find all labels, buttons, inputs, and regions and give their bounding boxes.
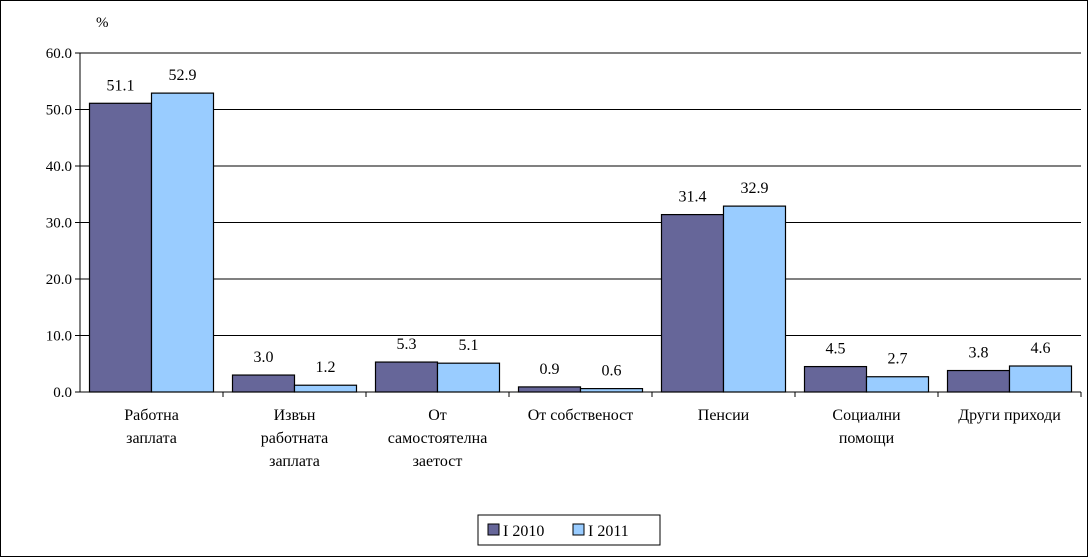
x-category-label: Извън работната заплата xyxy=(261,407,329,470)
data-label: 0.6 xyxy=(602,363,622,380)
bar xyxy=(88,102,153,393)
bar xyxy=(722,205,787,393)
y-tick-label: 50.0 xyxy=(46,103,72,119)
bar xyxy=(436,362,501,393)
data-label: 31.4 xyxy=(679,189,707,206)
legend-box xyxy=(477,514,661,546)
data-label: 51.1 xyxy=(107,77,135,94)
bar xyxy=(803,365,868,393)
bar xyxy=(150,92,215,393)
y-tick-label: 20.0 xyxy=(46,272,72,288)
y-tick-label: 60.0 xyxy=(46,46,72,62)
bar xyxy=(293,384,358,393)
data-label: 5.3 xyxy=(397,336,417,353)
legend-swatch xyxy=(572,523,585,536)
data-label: 1.2 xyxy=(316,359,336,376)
bar xyxy=(865,376,930,393)
data-label: 3.0 xyxy=(254,349,274,366)
data-label: 2.7 xyxy=(888,351,908,368)
y-tick-label: 0.0 xyxy=(53,385,72,401)
data-label: 4.5 xyxy=(826,341,846,358)
x-category-label: Пенсии xyxy=(698,407,750,424)
x-category-label: Работна заплата xyxy=(124,407,179,447)
data-label: 4.6 xyxy=(1031,340,1051,357)
gridlines xyxy=(80,52,1081,336)
legend-swatch xyxy=(487,523,500,536)
y-tick-label: 40.0 xyxy=(46,159,72,175)
data-label: 0.9 xyxy=(540,361,560,378)
x-category-label: Социални помощи xyxy=(832,407,901,447)
y-tick-label: 30.0 xyxy=(46,216,72,232)
x-category-label: От собственост xyxy=(528,407,634,424)
legend-entry-label: I 2010 xyxy=(503,523,544,540)
bar xyxy=(946,369,1011,393)
legend-entry-label: I 2011 xyxy=(588,523,629,540)
bar xyxy=(579,388,644,393)
bars xyxy=(88,92,1073,393)
x-category-label: Други приходи xyxy=(958,407,1061,424)
x-category-label: От самостоятелна заетост xyxy=(388,407,488,470)
data-label: 3.8 xyxy=(969,345,989,362)
bar xyxy=(660,213,725,393)
bar xyxy=(231,374,296,393)
data-labels: 51.1 52.9 3.0 1.2 5.3 5.1 0.9 0.6 31.4 32.9 4.5 2.7… xyxy=(107,67,1051,379)
y-tick-label: 10.0 xyxy=(46,329,72,345)
bar xyxy=(374,361,439,393)
data-label: 5.1 xyxy=(459,337,479,354)
data-label: 52.9 xyxy=(169,67,197,84)
axes: 0.0 10.0 20.0 30.0 40.0 50.0 60.0 Работна заплат… xyxy=(46,46,1082,470)
y-axis-unit-label: % xyxy=(96,15,109,31)
bar xyxy=(1008,365,1073,393)
data-label: 32.9 xyxy=(741,180,769,197)
bar xyxy=(517,386,582,393)
legend: I 2010 I 2011 xyxy=(477,514,661,546)
